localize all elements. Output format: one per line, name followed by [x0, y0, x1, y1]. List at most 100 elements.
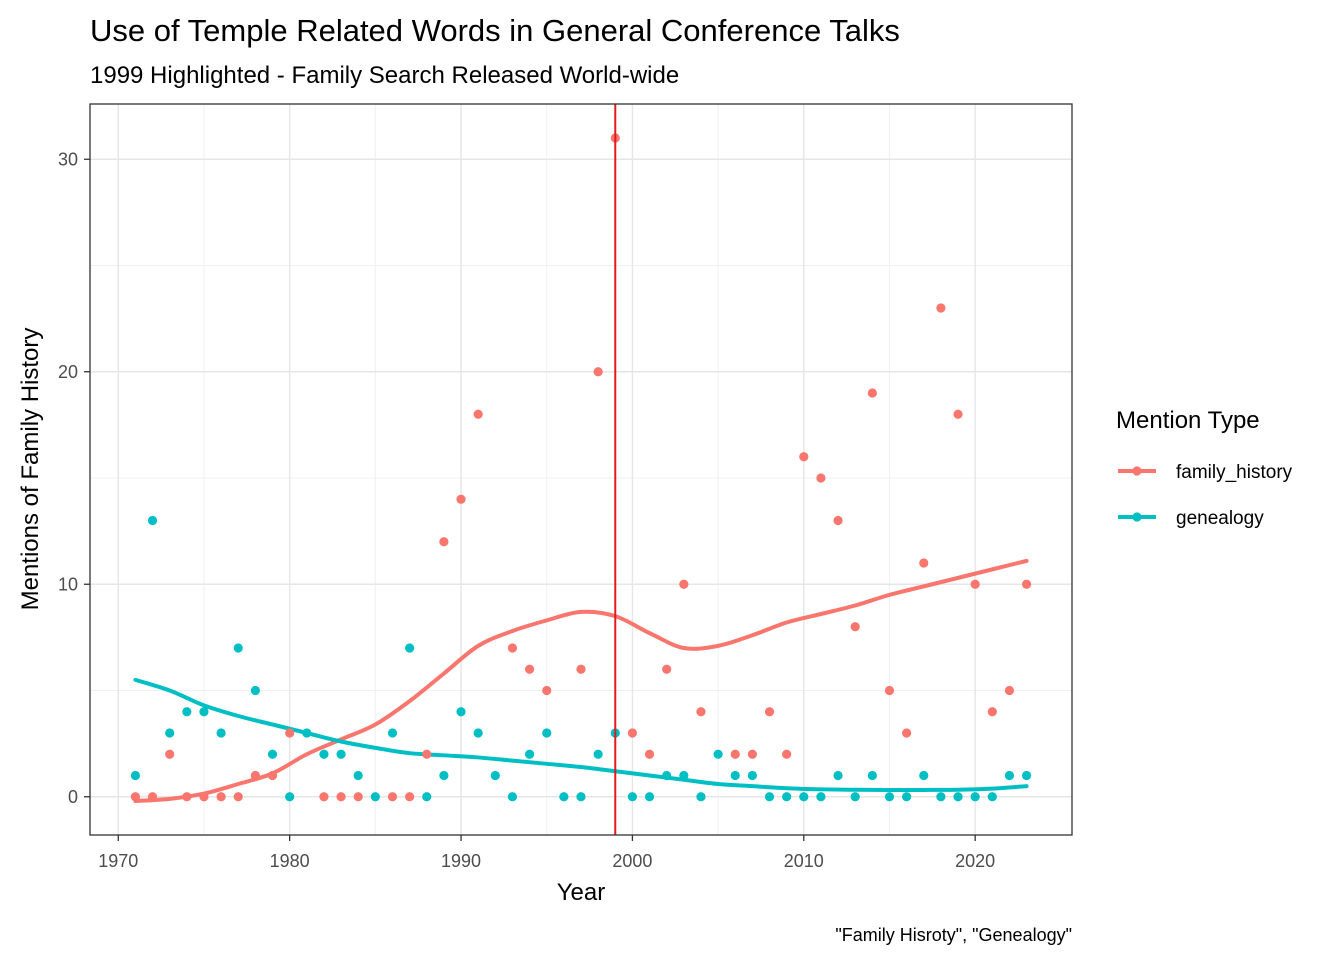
point-genealogy: [662, 770, 672, 781]
point-genealogy: [713, 749, 723, 759]
point-family_history: [405, 792, 415, 802]
point-family_history: [199, 792, 209, 802]
point-family_history: [387, 792, 398, 802]
point-family_history: [696, 707, 706, 717]
point-genealogy: [165, 728, 175, 738]
point-family_history: [936, 303, 946, 313]
point-family_history: [1021, 579, 1032, 589]
caption: "Family Hisroty", "Genealogy": [835, 925, 1072, 945]
data-points: [130, 133, 1032, 802]
point-family_history: [165, 749, 175, 759]
smooth-line-genealogy: [133, 677, 1029, 792]
point-genealogy: [370, 792, 380, 802]
point-genealogy: [987, 792, 997, 802]
smooth-lines: [133, 558, 1029, 803]
point-family_history: [764, 707, 775, 717]
point-genealogy: [696, 792, 706, 802]
point-family_history: [250, 770, 260, 781]
point-genealogy: [782, 792, 792, 802]
point-genealogy: [644, 792, 655, 802]
point-family_history: [422, 749, 432, 759]
point-family_history: [919, 558, 929, 568]
point-genealogy: [936, 792, 946, 802]
point-genealogy: [302, 728, 312, 738]
point-genealogy: [387, 728, 398, 738]
point-family_history: [953, 409, 963, 419]
point-family_history: [884, 685, 895, 696]
y-axis-title: Mentions of Family History: [17, 328, 44, 611]
point-genealogy: [902, 792, 912, 802]
x-tick-label: 1970: [98, 851, 138, 871]
point-family_history: [799, 452, 809, 462]
point-genealogy: [422, 792, 432, 802]
point-family_history: [353, 792, 363, 802]
point-genealogy: [764, 792, 775, 802]
point-genealogy: [799, 792, 809, 802]
point-genealogy: [336, 749, 346, 759]
point-family_history: [970, 579, 980, 589]
y-tick-label: 0: [68, 787, 78, 807]
point-family_history: [627, 728, 638, 738]
point-genealogy: [884, 792, 895, 802]
point-family_history: [456, 494, 466, 504]
point-family_history: [576, 664, 586, 674]
point-genealogy: [130, 770, 141, 781]
point-family_history: [216, 792, 226, 802]
point-family_history: [182, 792, 192, 802]
point-genealogy: [627, 792, 638, 802]
point-genealogy: [816, 792, 826, 802]
legend: Mention Type family_history genealogy: [1116, 407, 1293, 529]
x-tick-label: 2020: [955, 851, 995, 871]
x-tick-label: 2010: [784, 851, 824, 871]
point-family_history: [644, 749, 655, 759]
point-genealogy: [353, 770, 363, 781]
point-genealogy: [559, 792, 569, 802]
x-tick-label: 2000: [612, 851, 652, 871]
chart-subtitle: 1999 Highlighted - Family Search Release…: [90, 62, 679, 89]
point-genealogy: [1004, 770, 1015, 781]
point-genealogy: [1021, 770, 1032, 781]
point-family_history: [542, 685, 552, 696]
point-genealogy: [524, 749, 535, 759]
point-family_history: [730, 749, 740, 759]
x-axis-title: Year: [557, 879, 606, 906]
point-genealogy: [919, 770, 929, 781]
legend-label-genealogy: genealogy: [1176, 508, 1264, 529]
point-family_history: [1004, 685, 1015, 696]
point-family_history: [473, 409, 483, 419]
smooth-line-family_history: [133, 558, 1029, 803]
point-genealogy: [542, 728, 552, 738]
point-family_history: [747, 749, 757, 759]
x-tick-label: 1990: [441, 851, 481, 871]
point-genealogy: [199, 707, 209, 717]
point-family_history: [319, 792, 329, 802]
plot-border: [89, 103, 1073, 836]
legend-key-point-family_history: [1132, 466, 1142, 476]
point-family_history: [833, 515, 843, 526]
point-family_history: [782, 749, 792, 759]
point-family_history: [816, 473, 826, 483]
point-family_history: [507, 643, 518, 653]
y-axis: 0 10 20 30: [58, 149, 90, 807]
point-genealogy: [182, 707, 192, 717]
point-family_history: [285, 728, 295, 738]
point-genealogy: [747, 770, 757, 781]
y-tick-label: 20: [58, 362, 78, 382]
point-genealogy: [576, 792, 586, 802]
point-genealogy: [953, 792, 963, 802]
point-family_history: [593, 367, 603, 377]
point-genealogy: [593, 749, 603, 759]
point-genealogy: [319, 749, 329, 759]
point-family_history: [267, 770, 278, 781]
point-family_history: [439, 537, 449, 547]
point-family_history: [336, 792, 346, 802]
y-tick-label: 10: [58, 574, 78, 594]
point-family_history: [130, 792, 141, 802]
point-genealogy: [456, 707, 466, 717]
legend-label-family_history: family_history: [1176, 462, 1293, 483]
point-genealogy: [267, 749, 278, 759]
point-genealogy: [490, 770, 500, 781]
x-tick-label: 1980: [270, 851, 310, 871]
point-family_history: [850, 622, 860, 632]
point-genealogy: [730, 770, 740, 781]
